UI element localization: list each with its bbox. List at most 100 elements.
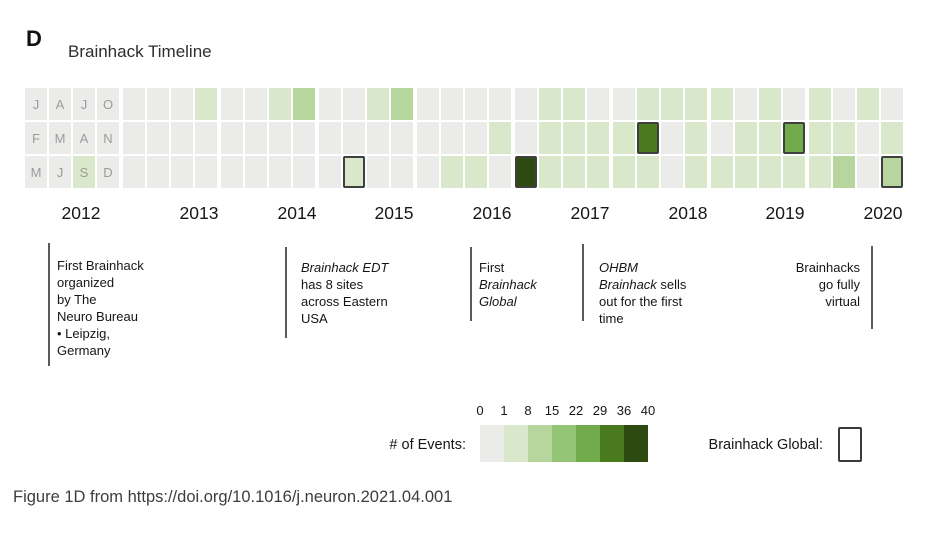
heatmap-cell: M	[25, 156, 47, 188]
heatmap-cell	[465, 88, 487, 120]
heatmap-cell	[539, 122, 561, 154]
heatmap-cell	[685, 122, 707, 154]
heatmap-cell	[489, 88, 511, 120]
heatmap-cell	[613, 122, 635, 154]
heatmap-cell	[319, 88, 341, 120]
year-label-2020: 2020	[863, 203, 903, 223]
heatmap-cell	[465, 156, 487, 188]
legend-tick-label: 8	[524, 403, 532, 418]
legend-swatch	[552, 425, 576, 462]
heatmap-cell	[417, 88, 439, 120]
year-label-2016: 2016	[472, 203, 512, 223]
year-label-2019: 2019	[765, 203, 805, 223]
heatmap-cell	[245, 122, 267, 154]
heatmap-cell	[441, 88, 463, 120]
heatmap-cell	[195, 156, 217, 188]
legend-swatch	[600, 425, 624, 462]
heatmap-cell	[269, 156, 291, 188]
heatmap-cell: N	[97, 122, 119, 154]
heatmap-cell	[735, 156, 757, 188]
heatmap-cell: D	[97, 156, 119, 188]
heatmap-cell	[465, 122, 487, 154]
heatmap-cell	[293, 156, 315, 188]
heatmap-cell	[711, 88, 733, 120]
heatmap-cell: S	[73, 156, 95, 188]
heatmap-cell: A	[73, 122, 95, 154]
heatmap-cell	[711, 156, 733, 188]
heatmap-cell	[391, 122, 413, 154]
events-legend-label: # of Events:	[389, 437, 466, 453]
year-label-2012: 2012	[61, 203, 101, 223]
heatmap-cell: M	[49, 122, 71, 154]
heatmap-cell: F	[25, 122, 47, 154]
heatmap-cell	[809, 156, 831, 188]
year-block-2013	[123, 88, 217, 188]
heatmap-cell	[171, 88, 193, 120]
heatmap-cell	[587, 122, 609, 154]
heatmap-cell	[195, 122, 217, 154]
heatmap-cell	[857, 122, 879, 154]
heatmap-cell	[245, 88, 267, 120]
heatmap-cell	[147, 122, 169, 154]
year-block-2015	[319, 88, 413, 188]
year-block-2016	[417, 88, 511, 188]
heatmap-cell	[269, 122, 291, 154]
heatmap-cell	[587, 88, 609, 120]
heatmap-cell	[489, 122, 511, 154]
annotation-line-first-global	[470, 247, 472, 321]
year-label-2018: 2018	[668, 203, 708, 223]
year-label-2015: 2015	[374, 203, 414, 223]
legend-swatch	[528, 425, 552, 462]
figure-caption: Figure 1D from https://doi.org/10.1016/j…	[13, 488, 453, 506]
heatmap-cell	[221, 122, 243, 154]
heatmap-cell	[809, 122, 831, 154]
year-block-2020	[809, 88, 903, 188]
legend-tick-label: 29	[592, 403, 608, 418]
heatmap-cell	[417, 122, 439, 154]
heatmap-cell	[833, 156, 855, 188]
legend-tick-label: 1	[500, 403, 508, 418]
heatmap-cell	[833, 122, 855, 154]
annotation-fully-virtual: Brainhacks go fully virtual	[795, 260, 860, 309]
annotation-first-brainhack: First Brainhack organized by The Neuro Bure…	[57, 258, 144, 358]
heatmap-cell	[613, 88, 635, 120]
heatmap-cell	[221, 156, 243, 188]
heatmap-cell-global	[881, 156, 903, 188]
heatmap-cell: A	[49, 88, 71, 120]
heatmap-cell	[123, 156, 145, 188]
heatmap-cell	[735, 122, 757, 154]
heatmap-cell	[637, 88, 659, 120]
annotation-line-fully-virtual	[871, 246, 873, 329]
heatmap-cell	[563, 122, 585, 154]
year-block-2017	[515, 88, 609, 188]
heatmap-cell: J	[73, 88, 95, 120]
heatmap-cell	[515, 122, 537, 154]
legend-ticks: 0 1 8 15 22 29 36 40	[0, 403, 929, 421]
heatmap-cell	[391, 156, 413, 188]
heatmap-cell	[293, 88, 315, 120]
heatmap-cell	[343, 122, 365, 154]
heatmap-cell: J	[25, 88, 47, 120]
heatmap-cell-global	[637, 122, 659, 154]
heatmap-cell	[441, 156, 463, 188]
year-block-2014	[221, 88, 315, 188]
heatmap-cell	[489, 156, 511, 188]
heatmap-cell	[293, 122, 315, 154]
heatmap-cell	[661, 122, 683, 154]
heatmap-cell	[441, 122, 463, 154]
legend-tick-label: 22	[568, 403, 584, 418]
heatmap-cell	[123, 122, 145, 154]
heatmap-cell	[759, 88, 781, 120]
heatmap-cell-global	[783, 122, 805, 154]
heatmap-cell	[735, 88, 757, 120]
heatmap-cell	[123, 88, 145, 120]
heatmap-cell	[367, 122, 389, 154]
heatmap-cell	[343, 88, 365, 120]
heatmap-cell	[783, 156, 805, 188]
year-block-2019	[711, 88, 805, 188]
heatmap-cell	[417, 156, 439, 188]
legend-tick-label: 36	[616, 403, 632, 418]
heatmap-cell	[171, 122, 193, 154]
